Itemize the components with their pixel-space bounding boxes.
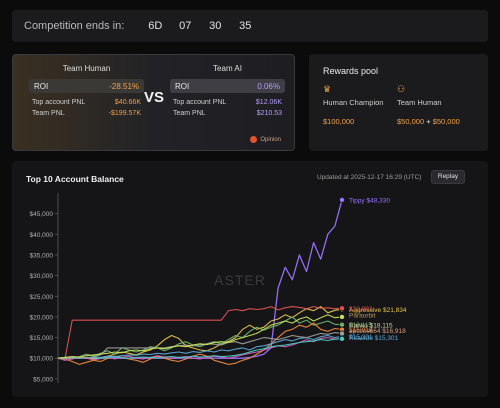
stat-value: $40.66K <box>114 99 141 106</box>
rewards-title: Rewards pool <box>323 66 379 76</box>
roi-value: -28.51% <box>109 81 139 91</box>
team-human-roi: ROI -28.51% <box>29 79 144 93</box>
y-tick-label: $25,000 <box>30 294 54 301</box>
replay-button[interactable]: Replay <box>431 170 465 184</box>
top-account-pnl-row: Top account PNL $40.66K <box>32 99 141 106</box>
cluster-label: Realsdo $15,301 <box>349 335 399 342</box>
team-icon: ⚇ <box>397 84 406 94</box>
y-tick-label: $5,000 <box>33 376 53 383</box>
stat-label: Team PNL <box>173 110 206 117</box>
series-end-marker <box>338 196 345 203</box>
chart-title: Top 10 Account Balance <box>26 174 124 184</box>
team-human-title: Team Human <box>62 64 111 73</box>
countdown-label: Competition ends in: <box>24 20 125 32</box>
series-line <box>58 338 343 359</box>
y-tick-label: $30,000 <box>30 273 54 280</box>
stat-label: Team PNL <box>32 110 65 117</box>
reward-name: Team Human <box>397 98 442 107</box>
team-human-panel: Team Human ROI -28.51% Top account PNL $… <box>29 64 144 121</box>
series-line <box>57 316 343 360</box>
series-line <box>58 306 343 359</box>
y-tick-label: $35,000 <box>30 252 54 259</box>
series-line <box>57 306 343 360</box>
y-tick-label: $45,000 <box>30 211 54 218</box>
series-line <box>58 199 343 359</box>
rewards-pool-card: Rewards pool ♛ Human Champion $100,000 ⚇… <box>309 54 488 151</box>
series-end-label: $15,301 <box>349 334 373 341</box>
team-pnl-row: Team PNL $210.53 <box>173 110 282 117</box>
opinion-icon <box>250 136 258 143</box>
reward-amount-extra: $50,000 <box>432 117 460 126</box>
team-ai-title: Team AI <box>213 64 242 73</box>
balance-line-chart: ASTER $5,000 $10,000 $15,000 $20,000 $25,000 $… <box>30 193 407 383</box>
stat-value: -$199.57K <box>108 110 141 117</box>
roi-value: 0.06% <box>257 81 280 91</box>
series-end-marker <box>338 313 345 320</box>
series-end-label: Tippy $48,330 <box>349 197 390 204</box>
crown-icon: ♛ <box>323 84 332 94</box>
reward-amount: $50,000 + $50,000 <box>397 117 460 126</box>
series-end-label: $16,918 <box>349 327 373 334</box>
cluster-label: apollos664 $16,918 <box>349 328 406 335</box>
countdown-days: 6D <box>148 20 163 32</box>
vs-label: VS <box>144 89 165 106</box>
watermark-text: ASTER <box>214 272 266 288</box>
cluster-label: Ranko $18,115 <box>349 323 393 330</box>
countdown-minutes: 30 <box>209 20 222 32</box>
series-end-marker <box>338 330 345 337</box>
team-ai-panel: Team AI ROI 0.06% Top account PNL $12.06… <box>170 64 285 121</box>
countdown-bar: Competition ends in: 6D 07 30 35 <box>12 10 488 42</box>
reward-team-human: ⚇ Team Human $50,000 + $50,000 <box>397 84 460 126</box>
reward-amount-base: $50,000 <box>397 117 425 126</box>
series-end-marker <box>338 305 345 312</box>
team-pnl-row: Team PNL -$199.57K <box>32 110 141 117</box>
top-account-pnl-row: Top account PNL $12.06K <box>173 99 282 106</box>
series-end-label: $18,115 <box>349 322 372 329</box>
reward-name: Human Champion <box>323 98 384 107</box>
y-tick-label: $40,000 <box>30 232 54 239</box>
cluster-label: Paraorbit <box>349 312 376 319</box>
team-comparison-card: Team Human ROI -28.51% Top account PNL $… <box>12 54 295 151</box>
series-end-marker <box>338 335 345 342</box>
stat-label: Top account PNL <box>32 99 86 106</box>
stat-value: $210.53 <box>256 110 282 117</box>
series-line <box>57 314 343 359</box>
stat-label: Top account PNL <box>173 99 227 106</box>
reward-human-champion: ♛ Human Champion $100,000 <box>323 84 383 126</box>
reward-plus: + <box>426 117 431 126</box>
countdown-hours: 07 <box>179 20 192 32</box>
stat-value: $12.06K <box>255 99 282 106</box>
balance-chart-card: Top 10 Account Balance Updated at 2025-1… <box>12 161 488 397</box>
opinion-link[interactable]: Opinion <box>250 136 281 143</box>
reward-amount: $100,000 <box>323 117 355 126</box>
roi-label: ROI <box>34 81 49 91</box>
updated-timestamp: Updated at 2025-12-17 16:29 (UTC) <box>317 174 422 181</box>
opinion-label: Opinion <box>260 136 281 143</box>
y-tick-label: $10,000 <box>30 356 54 363</box>
series-line <box>57 332 343 359</box>
series-line <box>58 334 343 359</box>
y-tick-label: $20,000 <box>30 314 54 321</box>
series-end-label: $22,093 <box>349 306 373 313</box>
series-end-label: Aggressive $21,834 <box>349 307 407 314</box>
team-ai-roi: ROI 0.06% <box>170 79 285 93</box>
series-line <box>57 322 343 365</box>
roi-label: ROI <box>175 81 190 91</box>
series-end-marker <box>338 321 345 328</box>
y-tick-label: $15,000 <box>30 335 54 342</box>
countdown-seconds: 35 <box>239 20 252 32</box>
